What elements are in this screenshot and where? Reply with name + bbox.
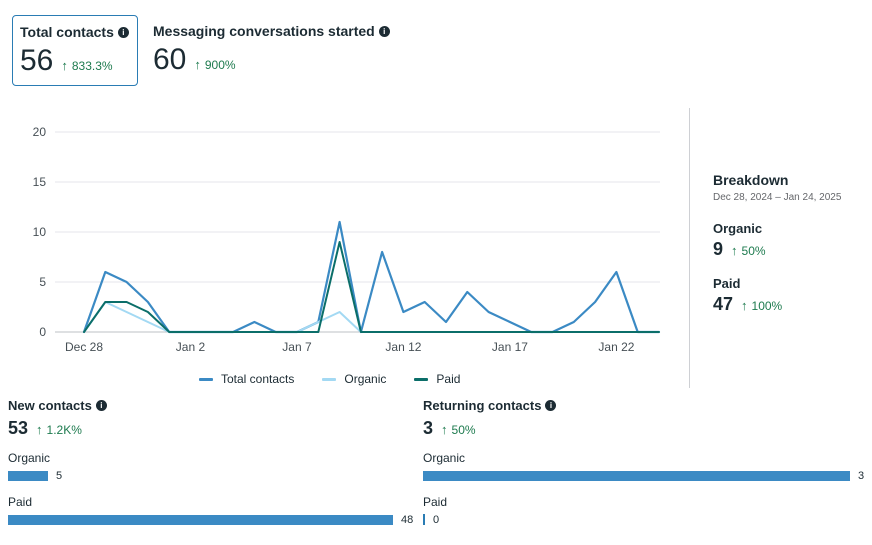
- returning-organic-bar: [423, 470, 850, 481]
- arrow-up-icon: ↑: [741, 298, 748, 313]
- returning-paid-bar: [423, 514, 425, 525]
- returning-organic-label: Organic: [423, 451, 466, 465]
- legend-item-paid[interactable]: Paid: [414, 372, 460, 386]
- arrow-up-icon: ↑: [194, 57, 201, 72]
- legend-label-paid: Paid: [436, 372, 461, 386]
- breakdown-organic-change: ↑ 50%: [731, 243, 766, 258]
- legend-label-organic: Organic: [344, 372, 387, 386]
- legend-label-total: Total contacts: [221, 372, 295, 386]
- breakdown-title: Breakdown: [713, 172, 789, 188]
- new-contacts-title: New contacts: [8, 398, 92, 413]
- x-tick-label: Jan 7: [282, 340, 312, 354]
- new-contacts-section: New contacts i 53 ↑ 1.2K% Organic 5 Paid…: [8, 398, 418, 526]
- breakdown-paid-change: ↑ 100%: [741, 298, 783, 313]
- messaging-conversations-value: 60: [153, 43, 187, 76]
- legend-swatch-organic: [322, 377, 337, 381]
- chart-legend: Total contacts Organic Paid: [199, 372, 460, 386]
- y-tick-label: 10: [33, 225, 47, 239]
- legend-swatch-paid: [414, 377, 429, 381]
- legend-item-organic[interactable]: Organic: [322, 372, 386, 386]
- breakdown-paid-value: 47: [713, 294, 734, 314]
- messaging-conversations-title: Messaging conversations started: [153, 23, 375, 39]
- returning-organic-value: 3: [858, 469, 865, 482]
- x-tick-label: Jan 17: [492, 340, 528, 354]
- vertical-divider: [689, 108, 690, 388]
- arrow-up-icon: ↑: [61, 58, 68, 73]
- x-tick-label: Jan 12: [385, 340, 421, 354]
- new-contacts-value: 53: [8, 418, 29, 438]
- messaging-conversations-card[interactable]: Messaging conversations started i 60 ↑ 9…: [146, 15, 406, 86]
- new-contacts-change: ↑ 1.2K%: [36, 422, 82, 437]
- arrow-up-icon: ↑: [441, 422, 448, 437]
- y-tick-label: 20: [33, 125, 47, 139]
- legend-swatch-total: [199, 377, 213, 381]
- returning-contacts-section: Returning contacts i 3 ↑ 50% Organic 3 P…: [423, 398, 872, 526]
- y-tick-label: 0: [39, 325, 46, 339]
- info-icon[interactable]: i: [117, 26, 129, 38]
- breakdown-organic-label: Organic: [713, 221, 763, 236]
- new-paid-label: Paid: [8, 495, 33, 509]
- breakdown-organic-value: 9: [713, 239, 724, 259]
- y-tick-label: 5: [39, 275, 46, 289]
- breakdown-date-range: Dec 28, 2024 – Jan 24, 2025: [713, 192, 842, 203]
- returning-contacts-title: Returning contacts: [423, 398, 542, 413]
- returning-paid-label: Paid: [423, 495, 448, 509]
- x-tick-label: Jan 22: [598, 340, 634, 354]
- new-organic-value: 5: [56, 469, 63, 482]
- series-line-total-contacts: [82, 220, 661, 334]
- breakdown-panel: Breakdown Dec 28, 2024 – Jan 24, 2025 Or…: [713, 172, 868, 315]
- contacts-line-chart: 0 5 10 15 20 Dec 28 Jan 2 Jan 7 Jan 12 Jan 17 Jan …: [33, 125, 661, 354]
- x-tick-label: Dec 28: [65, 340, 103, 354]
- returning-paid-value: 0: [433, 513, 440, 526]
- new-paid-value: 48: [401, 513, 414, 526]
- arrow-up-icon: ↑: [731, 243, 738, 258]
- total-contacts-card[interactable]: Total contacts i 56 ↑ 833.3%: [12, 15, 138, 86]
- total-contacts-value: 56: [20, 44, 54, 77]
- new-organic-bar: [8, 470, 48, 481]
- returning-contacts-value: 3: [423, 418, 434, 438]
- returning-contacts-change: ↑ 50%: [441, 422, 476, 437]
- total-contacts-change: ↑ 833.3%: [61, 58, 113, 73]
- info-icon[interactable]: i: [545, 400, 557, 411]
- series-line-paid: [83, 241, 660, 333]
- legend-item-total-contacts[interactable]: Total contacts: [199, 372, 294, 386]
- info-icon[interactable]: i: [95, 400, 107, 411]
- info-icon[interactable]: i: [378, 25, 390, 37]
- messaging-conversations-change: ↑ 900%: [194, 57, 236, 72]
- x-tick-label: Jan 2: [176, 340, 206, 354]
- arrow-up-icon: ↑: [36, 422, 43, 437]
- total-contacts-title: Total contacts: [20, 24, 114, 40]
- breakdown-paid-label: Paid: [713, 276, 741, 291]
- new-organic-label: Organic: [8, 451, 51, 465]
- new-paid-bar: [8, 514, 393, 525]
- series-line-organic: [83, 301, 660, 333]
- y-tick-label: 15: [33, 175, 47, 189]
